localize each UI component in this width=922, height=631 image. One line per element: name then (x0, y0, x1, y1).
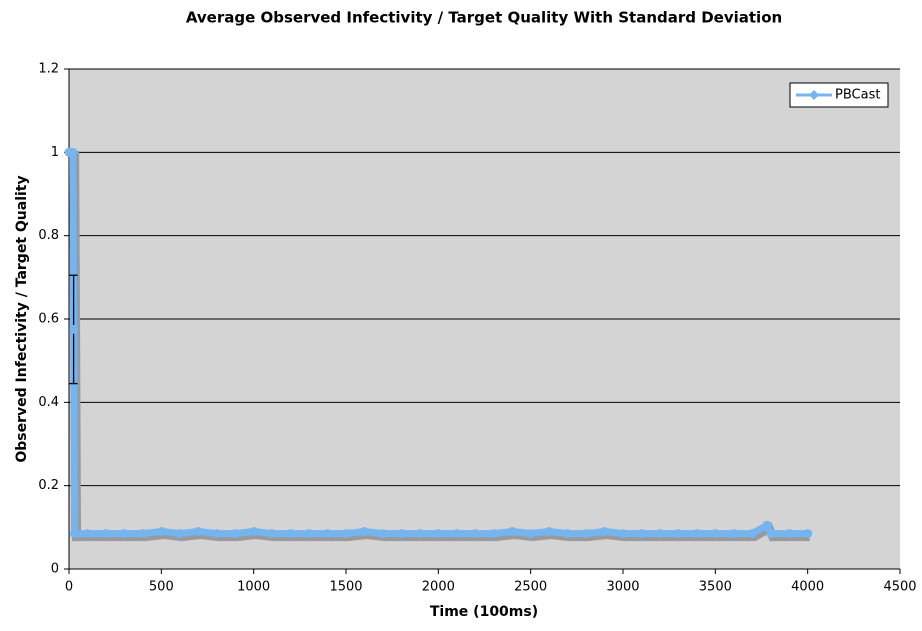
point (655, 529, 665, 539)
x-tick-label: 1000 (237, 580, 270, 595)
x-tick-label: 2500 (514, 580, 547, 595)
x-tick-label: 2000 (422, 580, 455, 595)
chart-title: Average Observed Infectivity / Target Qu… (186, 9, 782, 27)
point (70, 529, 80, 539)
point (452, 529, 462, 539)
point (69, 324, 79, 334)
x-tick-label: 4000 (791, 580, 824, 595)
y-tick-label: 1 (51, 145, 59, 160)
x-tick-label: 3500 (699, 580, 732, 595)
point (138, 529, 148, 539)
point (618, 529, 628, 539)
point (175, 529, 185, 539)
point (212, 529, 222, 539)
point (230, 529, 240, 539)
point (563, 529, 573, 539)
point (544, 527, 554, 536)
point (784, 529, 794, 539)
point (470, 529, 480, 539)
point (729, 529, 739, 539)
y-tick-label: 0.6 (38, 312, 59, 327)
point (82, 529, 92, 539)
point (673, 529, 683, 539)
point (193, 527, 203, 536)
point (415, 529, 425, 539)
x-tick-label: 4500 (883, 580, 916, 595)
point (396, 529, 406, 539)
legend-marker (809, 90, 819, 100)
point (304, 529, 314, 539)
x-tick-label: 0 (65, 580, 73, 595)
point (710, 529, 720, 539)
point (489, 529, 499, 539)
point (359, 527, 369, 536)
point (286, 529, 296, 539)
x-tick-label: 1500 (329, 580, 362, 595)
point (267, 529, 277, 539)
point (341, 529, 351, 539)
point (762, 520, 772, 530)
y-tick-label: 0.4 (38, 395, 59, 410)
point (692, 529, 702, 539)
line (67, 148, 808, 538)
point (803, 529, 813, 539)
point (249, 527, 259, 536)
point (526, 529, 536, 539)
point (378, 529, 388, 539)
y-tick-label: 0.8 (38, 228, 59, 243)
point (101, 529, 111, 539)
point (581, 529, 591, 539)
y-tick-label: 1.2 (38, 62, 59, 77)
point (433, 529, 443, 539)
point (600, 527, 610, 536)
point (119, 529, 129, 539)
point (68, 147, 78, 157)
point (636, 529, 646, 539)
point (766, 529, 776, 539)
x-tick-label: 3000 (606, 580, 639, 595)
point (323, 529, 333, 539)
y-tick-label: 0.2 (38, 478, 59, 493)
y-axis-label: Observed Infectivity / Target Quality (14, 175, 30, 462)
point (507, 527, 517, 536)
point (156, 527, 166, 536)
point (747, 529, 757, 539)
y-tick-label: 0 (51, 562, 59, 577)
x-axis-label: Time (100ms) (430, 604, 538, 620)
x-tick-label: 500 (149, 580, 174, 595)
legend-label: PBCast (835, 88, 880, 103)
